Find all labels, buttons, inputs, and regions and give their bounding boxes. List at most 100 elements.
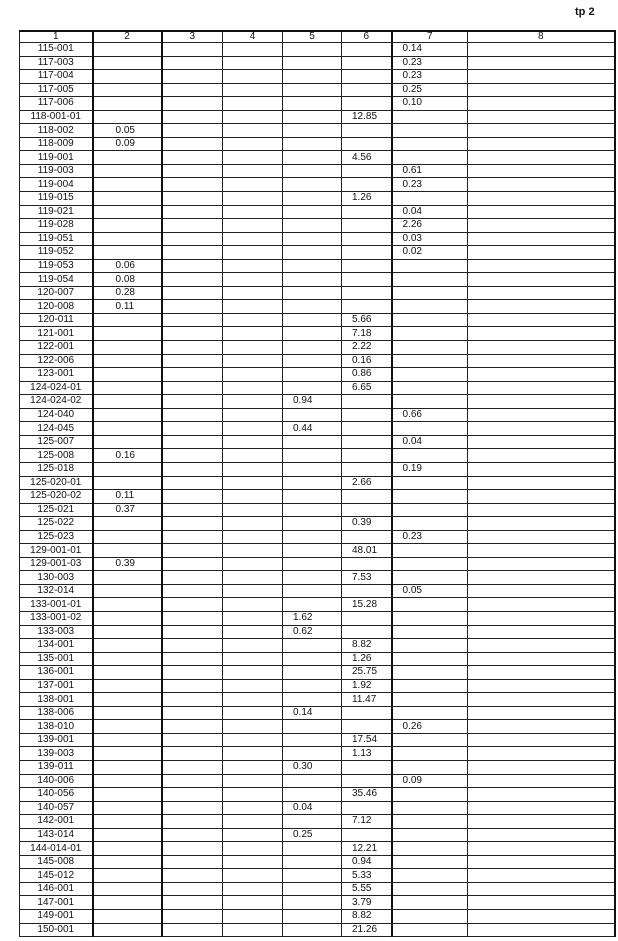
value-cell-col6: [341, 218, 392, 233]
value-cell-col2: [92, 421, 162, 436]
value-cell-col3: [160, 434, 223, 450]
table-row: 125-008 0.16: [19, 448, 616, 463]
row-code-cell: 140-006: [19, 773, 94, 789]
value-cell-col5: [282, 285, 342, 301]
row-code-cell: 118-001-01: [19, 109, 94, 125]
value-cell-col6: [341, 827, 392, 843]
value-cell-col3: [160, 868, 223, 883]
value-cell-col4: [222, 326, 283, 342]
value-cell-col4: [222, 340, 283, 355]
value-cell-col7: [390, 475, 468, 491]
value-cell-col6: [341, 69, 392, 84]
table-row: 119-052 0.02: [19, 245, 616, 260]
value-cell-col6: [341, 245, 392, 260]
value-cell-col5: [282, 163, 342, 179]
value-cell-col6: 4.56: [341, 150, 392, 165]
value-cell-col2: [92, 827, 162, 843]
value-cell-col6: 0.16: [341, 353, 392, 369]
value-cell-col3: [160, 42, 223, 57]
row-code-cell: 140-056: [19, 787, 94, 802]
value-cell-col2: [92, 881, 162, 897]
value-cell-col7: 0.03: [390, 231, 468, 247]
row-code-cell: 142-001: [19, 814, 94, 829]
value-cell-col5: [282, 367, 342, 382]
value-cell-col6: [341, 96, 392, 111]
value-cell-col8: [467, 380, 616, 396]
value-cell-col5: [282, 868, 342, 883]
value-cell-col7: [390, 746, 468, 761]
value-cell-col8: [467, 55, 616, 71]
table-row: 125-022 0.39: [19, 516, 616, 531]
table-row: 125-020-01 2.66: [19, 475, 616, 491]
value-cell-col8: [467, 624, 616, 640]
value-cell-col5: [282, 841, 342, 856]
value-cell-col2: [92, 380, 162, 396]
value-cell-col7: [390, 814, 468, 829]
value-cell-col3: [160, 340, 223, 355]
row-code-cell: 150-001: [19, 922, 94, 938]
table-row: 125-018 0.19: [19, 461, 616, 477]
value-cell-col2: [92, 394, 162, 409]
value-cell-col5: [282, 529, 342, 545]
value-cell-col5: [282, 895, 342, 910]
row-code-cell: 117-003: [19, 55, 94, 71]
value-cell-col5: 0.25: [282, 827, 342, 843]
value-cell-col8: [467, 191, 616, 206]
row-code-cell: 149-001: [19, 909, 94, 924]
value-cell-col3: [160, 597, 223, 612]
value-cell-col5: [282, 746, 342, 761]
value-cell-col2: [92, 773, 162, 789]
row-code-cell: 137-001: [19, 678, 94, 694]
value-cell-col7: [390, 299, 468, 314]
value-cell-col2: [92, 42, 162, 57]
value-cell-col2: [92, 326, 162, 342]
row-code-cell: 125-018: [19, 461, 94, 477]
value-cell-col4: [222, 448, 283, 463]
value-cell-col3: [160, 583, 223, 599]
value-cell-col5: 0.30: [282, 760, 342, 775]
value-cell-col2: 0.11: [92, 489, 162, 504]
value-cell-col3: [160, 461, 223, 477]
value-cell-col3: [160, 367, 223, 382]
value-cell-col2: 0.28: [92, 285, 162, 301]
value-cell-col6: [341, 272, 392, 287]
value-cell-col6: [341, 624, 392, 640]
value-cell-col8: [467, 394, 616, 409]
value-cell-col8: [467, 353, 616, 369]
value-cell-col5: [282, 461, 342, 477]
table-row: 119-004 0.23: [19, 177, 616, 192]
value-cell-col5: [282, 651, 342, 667]
value-cell-col3: [160, 665, 223, 680]
row-code-cell: 143-014: [19, 827, 94, 843]
value-cell-col7: [390, 340, 468, 355]
value-cell-col8: [467, 529, 616, 545]
value-cell-col6: 12.21: [341, 841, 392, 856]
value-cell-col7: [390, 787, 468, 802]
value-cell-col5: [282, 218, 342, 233]
table-row: 133-001-01 15.28: [19, 597, 616, 612]
value-cell-col6: 8.82: [341, 909, 392, 924]
value-cell-col3: [160, 218, 223, 233]
value-cell-col5: [282, 191, 342, 206]
value-cell-col6: 1.26: [341, 651, 392, 667]
row-code-cell: 120-008: [19, 299, 94, 314]
value-cell-col7: 0.26: [390, 719, 468, 734]
value-cell-col4: [222, 570, 283, 585]
value-cell-col4: [222, 719, 283, 734]
value-cell-col7: [390, 556, 468, 572]
value-cell-col6: 6.65: [341, 380, 392, 396]
value-cell-col7: [390, 312, 468, 328]
value-cell-col8: [467, 895, 616, 910]
value-cell-col3: [160, 82, 223, 98]
value-cell-col4: [222, 787, 283, 802]
value-cell-col5: [282, 434, 342, 450]
value-cell-col2: [92, 597, 162, 612]
value-cell-col5: [282, 204, 342, 220]
value-cell-col7: 0.10: [390, 96, 468, 111]
value-cell-col3: [160, 909, 223, 924]
value-cell-col4: [222, 42, 283, 57]
value-cell-col6: 2.66: [341, 475, 392, 491]
row-code-cell: 125-022: [19, 516, 94, 531]
row-code-cell: 133-003: [19, 624, 94, 640]
